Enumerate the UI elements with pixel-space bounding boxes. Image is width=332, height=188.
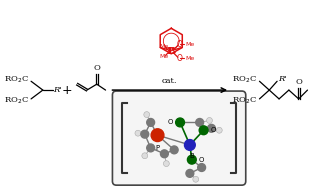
Text: O: O <box>295 78 302 86</box>
Text: Me: Me <box>159 54 168 59</box>
Text: +: + <box>62 84 73 97</box>
Text: O: O <box>177 54 183 63</box>
Text: RO$_2$C: RO$_2$C <box>232 74 258 85</box>
Text: Me: Me <box>186 56 195 61</box>
Circle shape <box>199 126 208 135</box>
Circle shape <box>207 118 212 123</box>
Text: O: O <box>177 40 183 49</box>
Text: P: P <box>167 47 174 56</box>
FancyBboxPatch shape <box>113 91 246 185</box>
Circle shape <box>176 118 185 127</box>
Text: O: O <box>210 127 216 133</box>
Circle shape <box>147 118 155 126</box>
Text: R': R' <box>278 75 287 83</box>
Circle shape <box>147 144 155 152</box>
Circle shape <box>141 130 149 138</box>
Circle shape <box>170 146 178 154</box>
Text: Me: Me <box>186 42 195 47</box>
Text: R': R' <box>54 86 62 94</box>
Text: RO$_2$C: RO$_2$C <box>232 96 258 106</box>
Circle shape <box>193 176 199 182</box>
Circle shape <box>163 161 169 167</box>
Circle shape <box>196 118 204 126</box>
Circle shape <box>142 153 148 159</box>
Text: B: B <box>168 47 176 56</box>
Circle shape <box>216 127 222 133</box>
Circle shape <box>185 139 195 150</box>
Text: B: B <box>190 153 194 159</box>
Text: P: P <box>155 145 160 151</box>
Circle shape <box>160 150 168 158</box>
Text: cat.: cat. <box>162 77 178 85</box>
Circle shape <box>208 124 215 132</box>
Circle shape <box>186 169 194 177</box>
Text: RO$_2$C: RO$_2$C <box>4 74 29 85</box>
Text: RO$_2$C: RO$_2$C <box>4 96 29 106</box>
Text: O: O <box>199 157 204 163</box>
Text: Me: Me <box>159 44 168 49</box>
Circle shape <box>135 130 141 136</box>
Circle shape <box>144 112 150 118</box>
Text: O: O <box>93 64 100 72</box>
Circle shape <box>188 155 196 164</box>
Circle shape <box>151 129 164 142</box>
Text: O: O <box>168 119 173 125</box>
Circle shape <box>198 164 206 171</box>
